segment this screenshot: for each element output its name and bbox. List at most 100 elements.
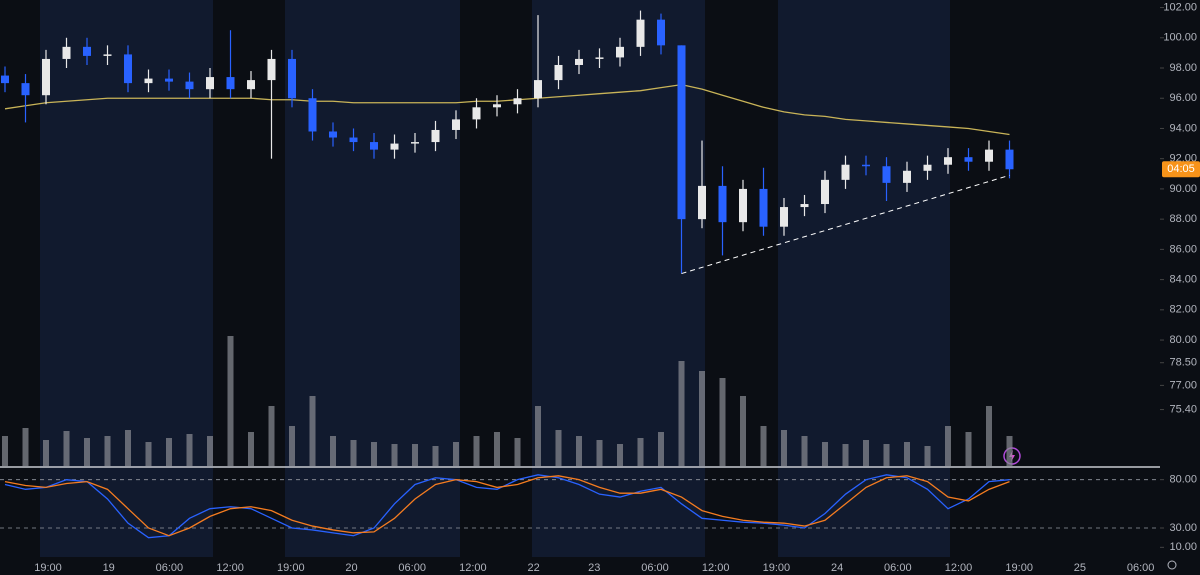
volume-bar bbox=[432, 446, 439, 466]
volume-bar bbox=[760, 426, 767, 466]
x-tick-label: 06:00 bbox=[398, 562, 426, 574]
session-band bbox=[285, 0, 460, 557]
trendline bbox=[681, 174, 1010, 275]
y-tick-label: 90.00 bbox=[1169, 183, 1197, 195]
x-tick-label: 24 bbox=[831, 562, 843, 574]
x-tick-label: 06:00 bbox=[156, 562, 184, 574]
y-tick-label: 96.00 bbox=[1169, 92, 1197, 104]
volume-bar bbox=[719, 378, 726, 466]
x-tick-label: 12:00 bbox=[216, 562, 244, 574]
volume-bar bbox=[22, 428, 29, 466]
volume-bar bbox=[412, 444, 418, 466]
candle-body bbox=[800, 204, 809, 208]
volume-bar bbox=[494, 432, 500, 466]
volume-bar bbox=[883, 444, 890, 466]
x-tick-label: 25 bbox=[1074, 562, 1086, 574]
volume-bar bbox=[207, 436, 213, 466]
volume-bar bbox=[473, 436, 480, 466]
volume-bar bbox=[350, 440, 357, 466]
volume-bar bbox=[227, 336, 234, 466]
candle-body bbox=[657, 19, 665, 46]
oscillator-line bbox=[4, 475, 1010, 537]
volume-bar bbox=[514, 438, 521, 466]
osc-tick-label: 10.00 bbox=[1169, 541, 1197, 553]
candle-body bbox=[124, 54, 132, 84]
candle-body bbox=[62, 46, 71, 59]
candle-body bbox=[821, 179, 829, 205]
volume-bar bbox=[186, 434, 193, 466]
y-tick-label: 77.00 bbox=[1169, 379, 1197, 391]
candle-body bbox=[759, 188, 768, 227]
volume-bar bbox=[43, 440, 49, 466]
x-tick-label: 12:00 bbox=[459, 562, 487, 574]
volume-bar bbox=[268, 406, 275, 466]
volume-bar bbox=[2, 436, 8, 466]
volume-bar bbox=[822, 442, 828, 466]
candle-body bbox=[185, 81, 194, 90]
volume-bar bbox=[391, 444, 398, 466]
volume-bar bbox=[166, 438, 172, 466]
candle-body bbox=[944, 157, 952, 165]
volume-bar bbox=[842, 444, 849, 466]
volume-bar bbox=[781, 430, 787, 466]
candle-body bbox=[83, 46, 91, 56]
x-tick-label: 06:00 bbox=[641, 562, 669, 574]
candle-body bbox=[308, 98, 317, 132]
candle-body bbox=[1005, 149, 1014, 170]
osc-tick-label: 80.00 bbox=[1169, 474, 1197, 486]
volume-bar bbox=[330, 436, 336, 466]
volume-bar bbox=[801, 436, 808, 466]
volume-bar bbox=[965, 432, 972, 466]
y-tick-label: 102.00 bbox=[1163, 1, 1197, 13]
candle-body bbox=[431, 129, 440, 143]
osc-tick-label: 30.00 bbox=[1169, 522, 1197, 534]
volume-bar bbox=[924, 446, 931, 466]
x-tick-label: 19 bbox=[103, 562, 115, 574]
session-band bbox=[778, 0, 950, 557]
candle-body bbox=[267, 58, 276, 81]
volume-bar bbox=[555, 430, 562, 466]
volume-bar bbox=[904, 442, 910, 466]
volume-bar bbox=[863, 440, 869, 466]
volume-bar bbox=[535, 406, 541, 466]
candle-body bbox=[144, 78, 153, 84]
candle-body bbox=[780, 207, 788, 227]
candle-body bbox=[452, 119, 460, 130]
candle-body bbox=[903, 170, 911, 183]
candle-body bbox=[739, 188, 747, 223]
volume-bar bbox=[740, 396, 746, 466]
candle-body bbox=[964, 157, 973, 162]
x-tick-label: 19:00 bbox=[34, 562, 62, 574]
candle-body bbox=[206, 77, 214, 90]
volume-bar bbox=[945, 426, 951, 466]
volume-bar bbox=[699, 371, 705, 466]
y-tick-label: 80.00 bbox=[1169, 334, 1197, 346]
candle-body bbox=[493, 104, 501, 108]
countdown-label: 04:05 bbox=[1167, 163, 1195, 175]
x-tick-label: 20 bbox=[345, 562, 357, 574]
candle-body bbox=[411, 142, 419, 144]
volume-bar bbox=[289, 426, 295, 466]
y-tick-label: 94.00 bbox=[1169, 122, 1197, 134]
y-tick-label: 82.00 bbox=[1169, 304, 1197, 316]
candle-body bbox=[349, 137, 358, 143]
volume-bar bbox=[84, 438, 90, 466]
y-tick-label: 84.00 bbox=[1169, 274, 1197, 286]
volume-bar bbox=[63, 431, 70, 466]
settings-icon[interactable] bbox=[1167, 560, 1177, 570]
candle-body bbox=[472, 107, 481, 120]
candle-body bbox=[1, 75, 9, 84]
candle-body bbox=[42, 58, 50, 96]
candle-body bbox=[21, 83, 30, 96]
volume-bar bbox=[104, 436, 111, 466]
candle-body bbox=[288, 58, 296, 99]
candle-body bbox=[923, 164, 932, 171]
candle-body bbox=[247, 80, 255, 90]
volume-bar bbox=[617, 444, 623, 466]
candle-body bbox=[534, 80, 542, 99]
volume-bar bbox=[596, 440, 603, 466]
volume-bar bbox=[637, 438, 644, 466]
x-tick-label: 22 bbox=[527, 562, 539, 574]
candle-body bbox=[390, 143, 399, 150]
candle-body bbox=[616, 46, 624, 58]
